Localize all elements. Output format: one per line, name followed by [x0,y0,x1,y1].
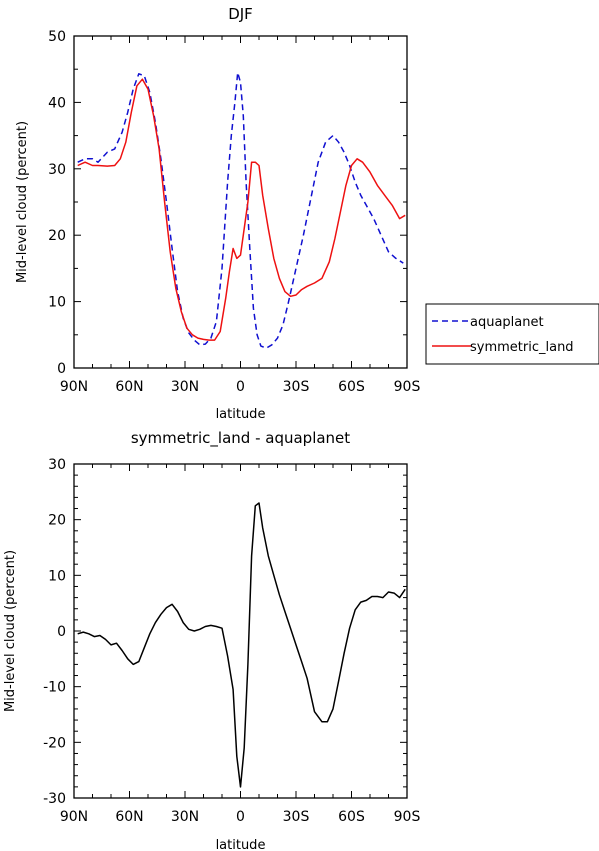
x-tick-label: 90S [394,379,421,395]
legend-label-symmetric-land: symmetric_land [470,340,574,355]
x-tick-label: 30N [171,379,199,395]
y-axis-label: Mid-level cloud (percent) [15,121,30,283]
x-tick-label: 30S [283,379,310,395]
x-tick-label: 60S [338,809,365,825]
y-axis-label: Mid-level cloud (percent) [3,550,18,712]
chart-panel-2: 90N 60N 30N 0 30S 60S 90S -30 -20 -10 0 10 20 30 symme… [3,429,420,851]
y-tick-label: 30 [48,457,66,473]
x-tick-label: 90S [394,809,421,825]
y-tick-label: 10 [48,295,66,311]
chart-panel-1: 90N 60N 30N 0 30S 60S 90S 0 10 20 30 40 50 DJF latitud… [15,5,599,422]
series-line-symmetric-land [77,78,406,341]
chart-title: DJF [228,5,253,23]
x-axis-label: latitude [216,838,266,851]
x-tick-label: 30N [171,809,199,825]
y-tick-label: 40 [48,95,66,111]
series-line-aquaplanet [77,71,404,349]
y-tick-label: 20 [48,228,66,244]
y-tick-label: -10 [43,680,66,696]
x-tick-label: 90N [60,809,88,825]
series-line-difference [77,502,406,788]
plot-frame [73,463,408,799]
x-tick-label: 0 [236,809,245,825]
x-tick-label: 60N [115,379,143,395]
y-tick-label: -30 [43,791,66,807]
x-tick-label: 30S [283,809,310,825]
x-tick-label: 60N [115,809,143,825]
x-tick-label: 90N [60,379,88,395]
x-tick-label: 60S [338,379,365,395]
x-axis-label: latitude [216,407,266,422]
legend-box [425,303,599,365]
x-tick-label: 0 [236,379,245,395]
legend: aquaplanet symmetric_land [425,303,599,365]
y-tick-label: 50 [48,29,66,45]
y-tick-label: -20 [43,735,66,751]
y-tick-label: 30 [48,162,66,178]
y-tick-label: 0 [57,361,66,377]
chart-title: symmetric_land - aquaplanet [131,429,350,448]
y-tick-label: 0 [57,624,66,640]
y-tick-label: 10 [48,568,66,584]
legend-label-aquaplanet: aquaplanet [470,315,544,330]
y-tick-label: 20 [48,513,66,529]
